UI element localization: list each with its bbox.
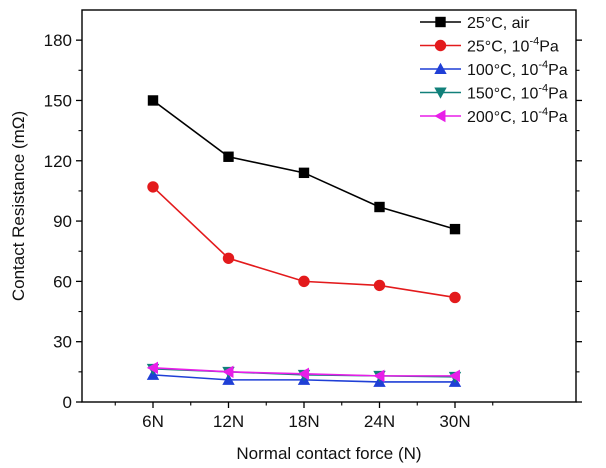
axes: 0 30 60 90 120 150 180 6N 12N 18N 24N 30N	[44, 9, 582, 431]
legend-entry: 25°C, 10-4Pa	[420, 36, 559, 56]
data-point	[147, 181, 159, 193]
x-tick-label: 18N	[288, 412, 319, 431]
series-1	[147, 95, 461, 235]
legend-marker	[434, 62, 447, 74]
legend-label: 25°C, 10-4Pa	[467, 36, 559, 56]
data-point	[449, 223, 461, 235]
data-point	[223, 151, 234, 162]
data-point	[222, 252, 235, 264]
data-point	[449, 291, 461, 304]
data-point	[146, 361, 158, 375]
data-point	[298, 167, 310, 179]
legend: 25°C, air 25°C, 10-4Pa 100°C, 10-4Pa 150°C,…	[420, 15, 568, 126]
legend-entry: 150°C, 10-4Pa	[420, 83, 568, 103]
series-2	[147, 181, 461, 304]
data-point	[147, 95, 159, 106]
legend-marker	[434, 39, 447, 52]
x-tick-label: 24N	[364, 412, 395, 431]
legend-marker	[434, 109, 446, 123]
x-tick-label: 12N	[213, 412, 244, 431]
series-5	[146, 361, 460, 383]
series-layer	[146, 95, 462, 387]
y-tick-label: 0	[63, 393, 72, 412]
legend-label: 150°C, 10-4Pa	[467, 83, 568, 103]
data-point	[374, 201, 385, 213]
data-point	[222, 373, 235, 385]
data-point	[298, 275, 310, 288]
y-axis-title: Contact Resistance (mΩ)	[9, 111, 28, 301]
data-point	[373, 369, 385, 383]
series-line	[152, 99, 456, 230]
data-point	[297, 367, 309, 381]
legend-label: 100°C, 10-4Pa	[467, 59, 568, 79]
legend-label: 200°C, 10-4Pa	[467, 106, 568, 126]
y-tick-label: 90	[53, 212, 72, 231]
y-tick-label: 180	[44, 31, 72, 50]
y-tick-label: 150	[44, 91, 72, 110]
legend-entry: 200°C, 10-4Pa	[420, 106, 568, 126]
data-point	[222, 365, 234, 379]
x-tick-label: 6N	[142, 412, 164, 431]
legend-label: 25°C, air	[467, 15, 530, 32]
plot-frame	[81, 9, 577, 403]
plot-area	[81, 9, 577, 403]
y-tick-label: 30	[53, 333, 72, 352]
x-axis-title: Normal contact force (N)	[236, 444, 421, 463]
legend-marker	[434, 87, 447, 99]
y-tick-label: 60	[53, 272, 72, 291]
data-point	[373, 279, 386, 292]
x-tick-label: 30N	[439, 412, 470, 431]
legend-entry: 25°C, air	[420, 15, 530, 32]
data-point	[448, 369, 460, 383]
legend-entry: 100°C, 10-4Pa	[420, 59, 568, 79]
legend-marker	[435, 16, 446, 28]
y-tick-label: 120	[44, 152, 72, 171]
